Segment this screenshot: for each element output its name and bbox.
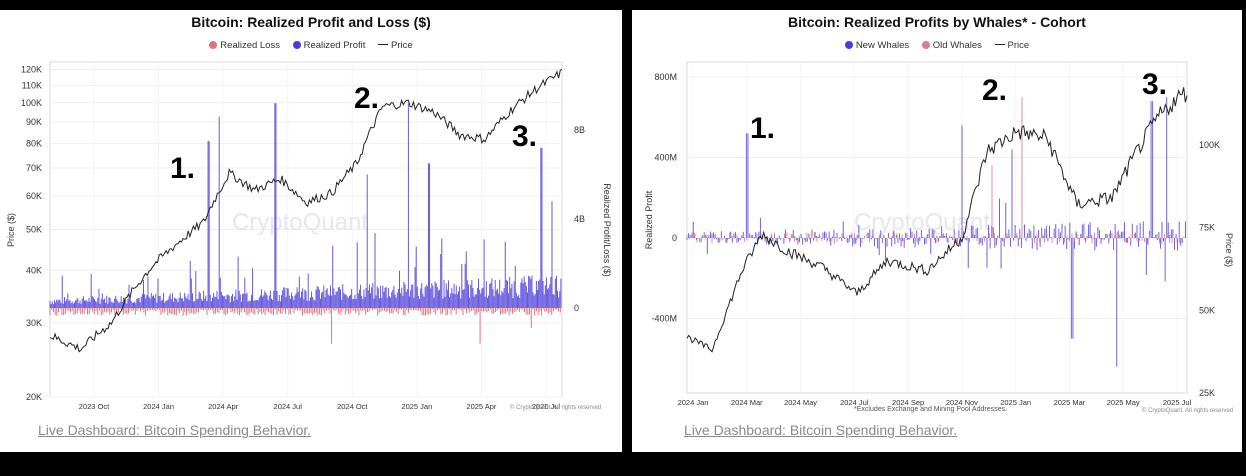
x-tick-label: 2025 Jul xyxy=(532,402,561,411)
y-left-tick-label: 40K xyxy=(26,265,42,275)
x-tick-label: 2024 Jul xyxy=(840,398,869,407)
legend-dot-icon xyxy=(209,41,218,49)
annotation-label: 3. xyxy=(512,120,537,153)
y-left-axis-label: Price ($) xyxy=(6,213,16,247)
left-chart-panel: Bitcoin: Realized Profit and Loss ($) Re… xyxy=(0,10,622,452)
legend-item-price[interactable]: Price xyxy=(378,40,413,51)
legend-item-new-whales[interactable]: New Whales xyxy=(844,40,909,51)
y-left-tick-label: -400M xyxy=(651,314,677,324)
copyright: © CryptoQuant. All rights reserved xyxy=(510,405,602,411)
x-tick-label: 2023 Oct xyxy=(79,402,110,411)
annotation-label: 1. xyxy=(170,152,195,185)
x-tick-label: 2025 Jul xyxy=(1163,398,1192,407)
x-tick-label: 2024 Jan xyxy=(143,402,174,411)
chart-footnote: *Excludes Exchange and Mining Pool Addre… xyxy=(854,406,1007,413)
y-left-tick-label: 30K xyxy=(26,318,42,328)
y-left-tick-label: 100K xyxy=(21,98,42,108)
legend-dot-icon xyxy=(844,41,853,49)
x-tick-label: 2025 Jan xyxy=(401,402,432,411)
top-strip xyxy=(0,0,1246,10)
y-left-tick-label: 400M xyxy=(654,153,677,163)
right-chart-panel: Bitcoin: Realized Profits by Whales* - C… xyxy=(632,10,1242,452)
watermark: CryptoQuant xyxy=(232,209,368,236)
chart-legend: Realized Loss Realized Profit Price xyxy=(0,40,622,51)
y-right-axis-label: Realized Profit/Loss ($) xyxy=(602,183,612,277)
legend-dot-icon xyxy=(292,41,301,49)
y-left-tick-label: 70K xyxy=(26,163,42,173)
y-right-tick-label: 25K xyxy=(1199,388,1215,398)
y-left-axis-label: Realized Profit xyxy=(644,190,654,249)
copyright: © CryptoQuant. All rights reserved xyxy=(1142,408,1234,414)
x-tick-label: 2025 Jan xyxy=(1000,398,1031,407)
y-left-tick-label: 60K xyxy=(26,191,42,201)
legend-line-icon xyxy=(378,44,389,45)
price-line xyxy=(49,68,563,353)
annotation-label: 1. xyxy=(750,112,775,145)
watermark: CryptoQuant xyxy=(854,209,990,236)
y-right-tick-label: 75K xyxy=(1199,223,1215,233)
legend-item-price[interactable]: Price xyxy=(994,40,1029,51)
y-left-tick-label: 80K xyxy=(26,139,42,149)
legend-item-old-whales[interactable]: Old Whales xyxy=(921,40,982,51)
chart-plot-right: 800M 400M 0 -400M 100K 75K 50K 25K 2024 Jan 2024 … xyxy=(644,61,1234,407)
chart-plot-left: 120K 110K 100K 90K 80K 70K 60K 50K 40K 30K 20K 8B 4B… xyxy=(6,61,612,411)
y-left-tick-label: 90K xyxy=(26,117,42,127)
annotation-label: 3. xyxy=(1142,68,1167,101)
chart-title: Bitcoin: Realized Profits by Whales* - C… xyxy=(788,14,1086,30)
legend-line-icon xyxy=(994,44,1005,45)
y-left-tick-label: 20K xyxy=(26,392,42,402)
y-right-tick-label: 100K xyxy=(1199,140,1220,150)
y-left-tick-label: 800M xyxy=(654,72,677,82)
x-tick-label: 2025 Mar xyxy=(1054,398,1086,407)
annotation-label: 2. xyxy=(354,82,379,115)
y-right-tick-label: 50K xyxy=(1199,305,1215,315)
dashboard-link-right[interactable]: Live Dashboard: Bitcoin Spending Behavio… xyxy=(684,422,958,438)
dashboard-link-left[interactable]: Live Dashboard: Bitcoin Spending Behavio… xyxy=(38,422,312,438)
y-right-tick-label: 4B xyxy=(574,214,585,224)
y-right-axis-label: Price ($) xyxy=(1224,233,1234,267)
y-left-tick-label: 50K xyxy=(26,225,42,235)
y-left-tick-label: 0 xyxy=(672,233,677,243)
x-tick-label: 2025 May xyxy=(1107,398,1140,407)
chart-title: Bitcoin: Realized Profit and Loss ($) xyxy=(191,14,431,30)
y-left-tick-label: 110K xyxy=(22,80,42,90)
x-tick-label: 2024 Jan xyxy=(678,398,709,407)
y-right-tick-label: 0 xyxy=(574,303,579,313)
x-tick-label: 2024 Apr xyxy=(208,402,239,411)
legend-item-realized-profit[interactable]: Realized Profit xyxy=(292,40,365,51)
legend-item-realized-loss[interactable]: Realized Loss xyxy=(209,40,280,51)
y-left-tick-label: 120K xyxy=(21,64,42,74)
chart-legend: New Whales Old Whales Price xyxy=(632,40,1242,51)
x-tick-label: 2024 Oct xyxy=(337,402,368,411)
x-tick-label: 2024 Mar xyxy=(731,398,763,407)
x-tick-label: 2024 May xyxy=(784,398,817,407)
price-line xyxy=(686,87,1188,353)
x-tick-label: 2024 Nov xyxy=(946,398,978,407)
bottom-bar xyxy=(0,452,1246,476)
plot-area xyxy=(686,61,1188,394)
legend-dot-icon xyxy=(921,41,930,49)
x-tick-label: 2024 Jul xyxy=(274,402,303,411)
x-tick-label: 2025 Apr xyxy=(466,402,497,411)
y-right-tick-label: 8B xyxy=(574,125,585,135)
x-tick-label: 2024 Sep xyxy=(892,398,924,407)
annotation-label: 2. xyxy=(982,74,1007,107)
